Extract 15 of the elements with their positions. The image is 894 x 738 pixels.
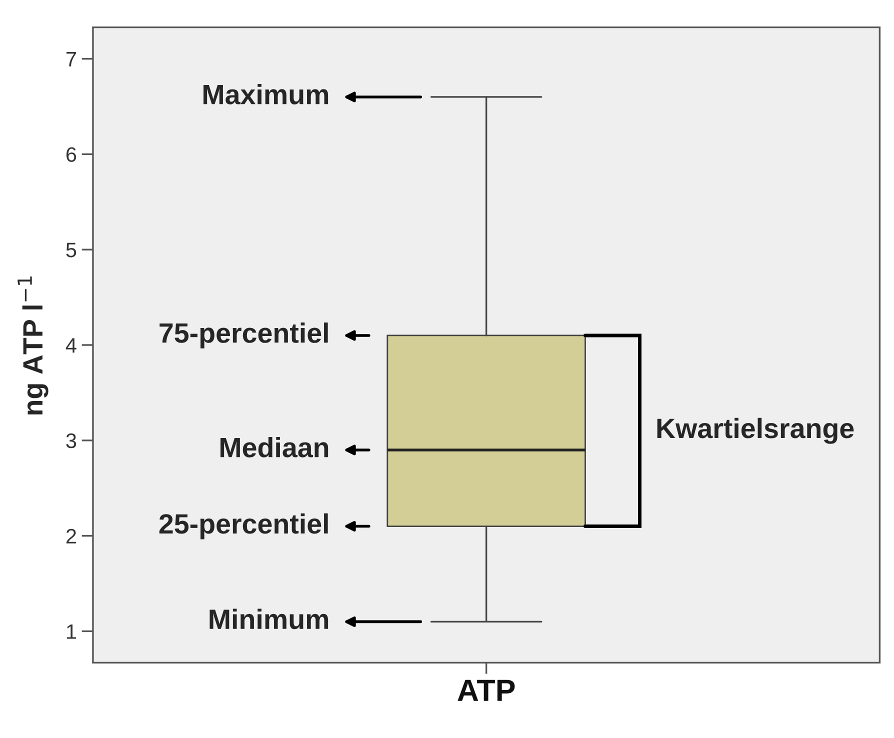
y-tick-label: 2 bbox=[66, 528, 76, 544]
y-axis-title: ng ATP l$^{−1}$ bbox=[18, 276, 48, 414]
y-tick-label: 4 bbox=[66, 338, 76, 353]
annotation: Maximum bbox=[204, 84, 328, 104]
annotation: Kwartielsrange bbox=[657, 418, 854, 444]
y-tick-label: 5 bbox=[66, 242, 76, 258]
y-tick-label: 7 bbox=[66, 52, 76, 66]
annotation: 25-percentiel bbox=[159, 513, 328, 540]
annotation: Mediaan bbox=[220, 437, 328, 458]
y-tick-label: 6 bbox=[66, 147, 76, 162]
annotation: Minimum bbox=[210, 608, 328, 630]
y-tick-label: 1 bbox=[67, 624, 76, 639]
y-tick-label: 3 bbox=[66, 433, 76, 448]
x-tick-label: ATP bbox=[458, 680, 515, 701]
annotation: 75-percentiel bbox=[160, 322, 328, 348]
